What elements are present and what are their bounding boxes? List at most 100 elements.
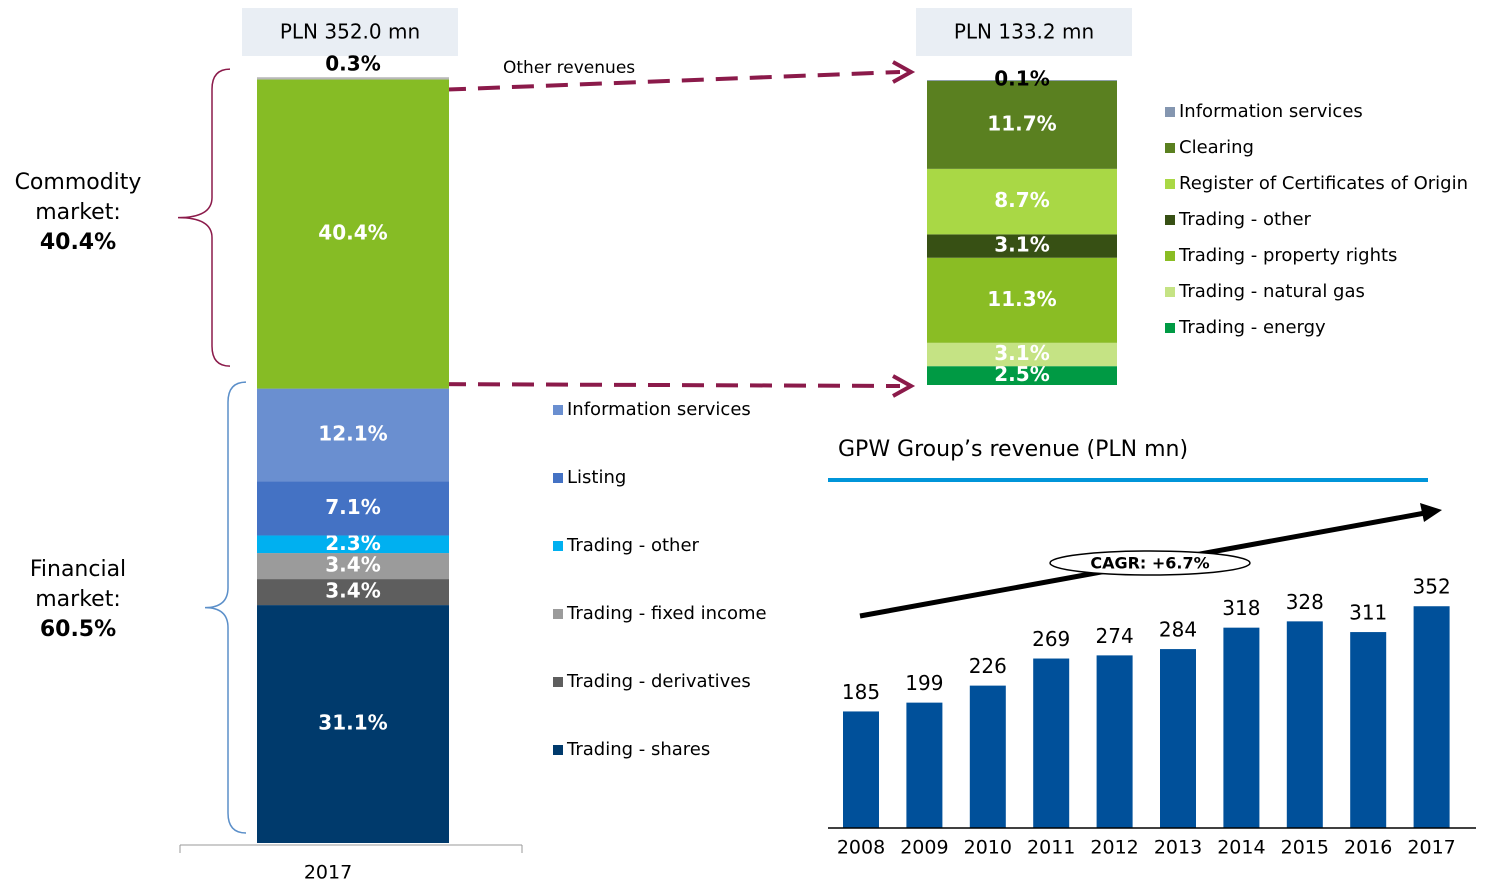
segment-label: 8.7%	[994, 188, 1049, 212]
legend-label: Information services	[1179, 101, 1363, 122]
bar	[1413, 606, 1450, 828]
legend-label: Trading - energy	[1178, 317, 1326, 338]
legend-swatch	[1165, 251, 1175, 261]
segment	[257, 605, 449, 843]
segment	[927, 80, 1117, 81]
bar	[969, 685, 1006, 828]
segment	[927, 80, 1117, 169]
annotation: CAGR: +6.7%	[1090, 554, 1209, 573]
value-label: 199	[905, 671, 943, 695]
value-label: 269	[1032, 627, 1070, 651]
value-label: 328	[1286, 590, 1324, 614]
header-box	[916, 8, 1132, 56]
segment	[927, 168, 1117, 235]
legend-label: Register of Certificates of Origin	[1179, 173, 1468, 194]
legend-label: Clearing	[1179, 137, 1254, 158]
segment	[257, 535, 449, 554]
segment-label: 7.1%	[325, 495, 380, 519]
group-name: Commodity market:	[14, 170, 142, 225]
header-box	[242, 8, 458, 56]
legend-label: Listing	[567, 467, 626, 488]
bar	[1223, 627, 1260, 828]
segment	[257, 553, 449, 580]
segment-label: 0.1%	[994, 67, 1049, 91]
x-tick-label: 2017	[304, 862, 352, 884]
value-label: 284	[1159, 618, 1197, 642]
value-label: 311	[1349, 601, 1387, 625]
group-value: 60.5%	[39, 617, 117, 642]
value-label: 226	[969, 654, 1007, 678]
bar	[1286, 621, 1323, 828]
bar	[843, 711, 879, 828]
legend-label: Trading - shares	[566, 739, 710, 760]
x-tick-label: 2014	[1217, 837, 1265, 859]
chart-title: GPW Group’s revenue (PLN mn)	[838, 437, 1188, 462]
segment-label: 3.1%	[994, 233, 1049, 257]
segment	[927, 234, 1117, 258]
legend-swatch	[1165, 287, 1175, 297]
header: PLN 133.2 mn	[954, 20, 1094, 44]
legend-label: Information services	[567, 399, 751, 420]
legend-swatch	[553, 473, 563, 483]
legend-swatch	[553, 405, 563, 415]
brace	[177, 68, 231, 367]
bar	[1350, 632, 1387, 828]
x-tick-label: 2013	[1154, 837, 1202, 859]
legend-label: Trading - property rights	[1178, 245, 1397, 266]
segment-label: 3.4%	[325, 553, 380, 577]
bar	[906, 702, 943, 828]
segment	[257, 77, 449, 80]
legend-swatch	[1165, 179, 1175, 189]
legend-swatch	[553, 609, 563, 619]
bar	[1096, 655, 1133, 828]
legend-swatch	[1165, 107, 1175, 117]
group-value: 40.4%	[39, 230, 117, 255]
legend-swatch	[1165, 215, 1175, 225]
segment-label: 40.4%	[318, 221, 387, 245]
segment	[927, 366, 1117, 385]
segment-label: 11.7%	[987, 111, 1056, 135]
segment	[927, 257, 1117, 343]
x-tick-label: 2010	[964, 837, 1012, 859]
segment	[927, 342, 1117, 367]
header: PLN 352.0 mn	[280, 20, 420, 44]
segment-label: 12.1%	[318, 421, 387, 445]
legend-swatch	[553, 541, 563, 551]
legend-swatch	[553, 677, 563, 687]
segment	[257, 388, 449, 482]
legend-swatch	[553, 745, 563, 755]
x-tick-label: 2011	[1027, 837, 1075, 859]
segment	[257, 579, 449, 606]
value-label: 352	[1413, 575, 1451, 599]
legend-label: Trading - derivatives	[566, 671, 751, 692]
arrows	[409, 60, 916, 398]
legend-swatch	[1165, 323, 1175, 333]
segment-label: 31.1%	[318, 711, 387, 735]
x-tick-label: 2012	[1090, 837, 1138, 859]
segment-label: 11.3%	[987, 287, 1056, 311]
legend-label: Trading - fixed income	[566, 603, 767, 624]
legend-swatch	[1165, 143, 1175, 153]
legend-label: Trading - natural gas	[1178, 281, 1365, 302]
value-label: 185	[842, 680, 880, 704]
annotation: Other revenues	[503, 58, 635, 78]
segment-label: 3.4%	[325, 579, 380, 603]
x-tick-label: 2015	[1281, 837, 1329, 859]
value-label: 274	[1096, 624, 1134, 648]
cagr-arrow	[859, 503, 1442, 619]
legend-label: Trading - other	[566, 535, 700, 556]
bar	[1160, 649, 1196, 828]
segment	[257, 481, 449, 536]
group-label: Commodity market: 40.4%	[3, 168, 153, 258]
bar	[1033, 658, 1070, 828]
segment-label: 3.1%	[994, 341, 1049, 365]
legend-label: Trading - other	[1178, 209, 1312, 230]
segment	[257, 79, 449, 389]
value-label: 318	[1222, 596, 1260, 620]
brace	[204, 381, 247, 834]
x-tick-label: 2016	[1344, 837, 1392, 859]
group-label: Financial market: 60.5%	[3, 555, 153, 645]
segment-label: 0.3%	[325, 52, 380, 76]
